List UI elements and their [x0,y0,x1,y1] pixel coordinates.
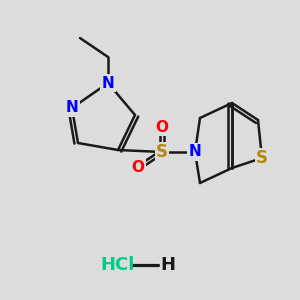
Text: N: N [189,145,201,160]
Text: N: N [102,76,114,91]
Text: O: O [131,160,145,175]
Text: S: S [156,143,168,161]
Text: HCl: HCl [101,256,135,274]
Text: O: O [155,119,169,134]
Text: H: H [160,256,175,274]
Text: S: S [256,149,268,167]
Text: N: N [66,100,78,116]
